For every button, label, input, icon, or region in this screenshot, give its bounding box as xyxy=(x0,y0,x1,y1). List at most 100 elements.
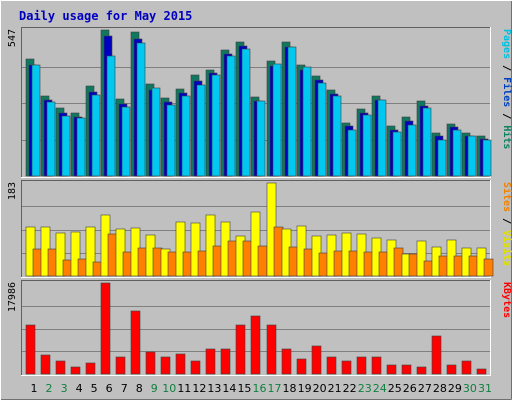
bar-kbytes-day-1 xyxy=(25,324,36,375)
x-tick-label-day-26: 26 xyxy=(403,382,417,395)
bar-kbytes-day-2 xyxy=(40,354,51,375)
x-tick-label-day-3: 3 xyxy=(61,382,68,395)
bar-kbytes-day-29 xyxy=(446,364,457,375)
bar-sites-day-17 xyxy=(273,226,284,277)
x-tick-label-day-18: 18 xyxy=(283,382,297,395)
bar-sites-day-27 xyxy=(423,260,434,277)
bar-pages-day-16 xyxy=(256,100,266,177)
bar-sites-day-6 xyxy=(107,233,118,277)
bar-pages-day-29 xyxy=(452,129,462,177)
bar-pages-day-17 xyxy=(272,63,282,177)
panel-legend-label: KBytes xyxy=(501,282,512,318)
bar-visits-day-5 xyxy=(85,226,96,277)
bar-kbytes-day-28 xyxy=(431,335,442,375)
bar-pages-day-23 xyxy=(362,114,372,177)
x-tick-label-day-24: 24 xyxy=(373,382,387,395)
bar-pages-day-15 xyxy=(241,48,251,177)
x-tick-label-day-6: 6 xyxy=(106,382,113,395)
y-max-label: 183 xyxy=(7,182,18,200)
bar-pages-day-14 xyxy=(226,55,236,177)
x-tick-label-day-16: 16 xyxy=(252,382,266,395)
bar-kbytes-day-11 xyxy=(175,353,186,375)
bar-kbytes-day-15 xyxy=(235,324,246,375)
x-tick-label-day-9: 9 xyxy=(151,382,158,395)
bar-kbytes-day-13 xyxy=(205,348,216,375)
bar-sites-day-1 xyxy=(32,248,43,277)
bar-kbytes-day-4 xyxy=(70,366,81,375)
x-tick-label-day-31: 31 xyxy=(478,382,492,395)
bar-sites-day-15 xyxy=(242,240,253,277)
visits_panel: 183 Sites / Visits xyxy=(7,180,512,278)
bar-kbytes-day-3 xyxy=(55,360,66,375)
y-max-label: 17986 xyxy=(7,282,18,312)
bar-sites-day-3 xyxy=(62,259,73,277)
x-tick-label-day-22: 22 xyxy=(343,382,357,395)
bar-sites-day-20 xyxy=(318,252,329,277)
bar-pages-day-25 xyxy=(392,131,402,177)
x-tick-label-day-20: 20 xyxy=(313,382,327,395)
bar-pages-day-24 xyxy=(377,99,387,177)
bar-pages-day-18 xyxy=(287,46,297,177)
legend-part: Files xyxy=(501,77,512,107)
bar-kbytes-day-10 xyxy=(160,356,171,375)
x-tick-label-day-5: 5 xyxy=(91,382,98,395)
bar-visits-day-4 xyxy=(70,231,81,277)
bar-pages-day-5 xyxy=(91,94,101,177)
bar-sites-day-16 xyxy=(257,245,268,277)
bar-pages-day-22 xyxy=(347,129,357,177)
bar-pages-day-26 xyxy=(407,124,417,177)
legend-part: / xyxy=(501,107,512,125)
bar-sites-day-2 xyxy=(47,248,58,277)
kbytes_panel: 17986 KBytes xyxy=(7,280,512,376)
legend-part: / xyxy=(501,59,512,77)
bar-pages-day-8 xyxy=(136,42,146,177)
bar-pages-day-20 xyxy=(317,82,327,177)
bar-kbytes-day-24 xyxy=(371,356,382,375)
bar-sites-day-4 xyxy=(77,258,88,277)
bar-sites-day-31 xyxy=(483,258,494,277)
bar-pages-day-4 xyxy=(76,117,86,177)
panel-legend-label: Pages / Files / Hits xyxy=(501,29,512,149)
bar-kbytes-day-5 xyxy=(85,362,96,375)
panel-legend-label: Sites / Visits xyxy=(501,182,512,266)
x-tick-label-day-23: 23 xyxy=(358,382,372,395)
x-tick-label-day-1: 1 xyxy=(31,382,38,395)
legend-part: Hits xyxy=(501,125,512,149)
bar-kbytes-day-21 xyxy=(326,356,337,375)
bar-sites-day-8 xyxy=(137,247,148,277)
bar-kbytes-day-23 xyxy=(356,356,367,375)
bar-sites-day-25 xyxy=(393,247,404,277)
bar-kbytes-day-22 xyxy=(341,360,352,375)
x-tick-label-day-29: 29 xyxy=(448,382,462,395)
bar-visits-day-27 xyxy=(416,240,427,277)
bar-kbytes-day-26 xyxy=(401,364,412,375)
bar-pages-day-1 xyxy=(31,64,41,177)
bar-sites-day-18 xyxy=(288,246,299,277)
x-tick-label-day-15: 15 xyxy=(237,382,251,395)
bar-sites-day-29 xyxy=(453,255,464,277)
x-tick-label-day-30: 30 xyxy=(463,382,477,395)
bar-sites-day-24 xyxy=(378,251,389,277)
bar-sites-day-23 xyxy=(363,251,374,277)
bar-sites-day-10 xyxy=(167,251,178,277)
bar-pages-day-9 xyxy=(151,87,161,177)
bar-kbytes-day-7 xyxy=(115,356,126,375)
legend-part: KBytes xyxy=(501,282,512,318)
x-tick-label-day-25: 25 xyxy=(388,382,402,395)
x-tick-label-day-17: 17 xyxy=(268,382,282,395)
x-tick-label-day-2: 2 xyxy=(46,382,53,395)
bar-sites-day-9 xyxy=(152,247,163,277)
bar-pages-day-12 xyxy=(196,84,206,177)
hits_panel: 547 Pages / Files / Hits xyxy=(7,27,512,178)
bar-sites-day-13 xyxy=(212,245,223,277)
bar-pages-day-13 xyxy=(211,74,221,177)
x-tick-label-day-13: 13 xyxy=(207,382,221,395)
bar-pages-day-30 xyxy=(467,135,477,177)
bar-kbytes-day-12 xyxy=(190,360,201,375)
bar-sites-day-21 xyxy=(333,250,344,277)
legend-part: Pages xyxy=(501,29,512,59)
x-tick-label-day-28: 28 xyxy=(433,382,447,395)
bar-kbytes-day-9 xyxy=(145,351,156,375)
bar-kbytes-day-17 xyxy=(266,324,277,375)
